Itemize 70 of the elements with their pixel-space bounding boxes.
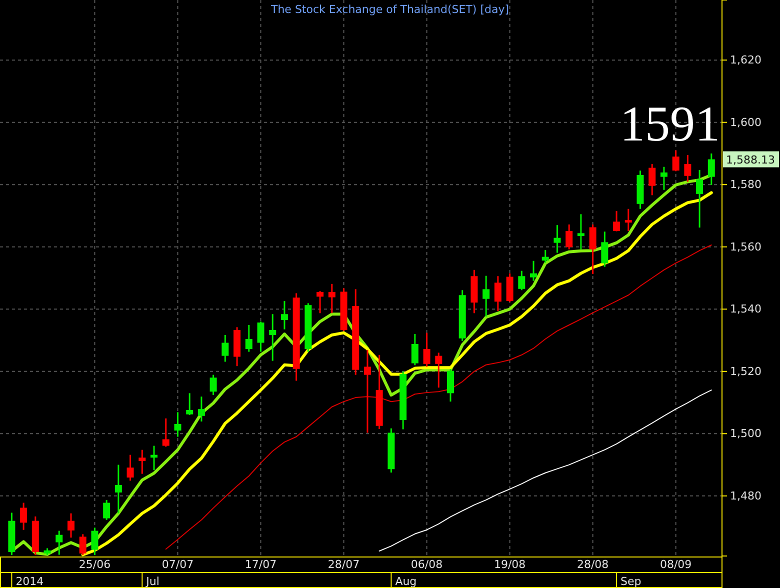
y-tick-label: 1,520 (730, 364, 762, 378)
candlestick (67, 512, 74, 538)
text: Aug (395, 575, 417, 588)
candlestick (435, 352, 442, 388)
candlestick (648, 163, 656, 196)
candlestick (660, 166, 668, 191)
candlestick (114, 464, 122, 514)
candlestick (280, 300, 288, 330)
x-tick-label: 19/08 (494, 558, 526, 571)
candlestick (601, 230, 608, 268)
candlestick (316, 290, 324, 314)
y-tick-label: 1,580 (730, 178, 762, 192)
candlestick (672, 150, 680, 172)
candlestick (708, 152, 715, 186)
candlestick (91, 526, 98, 556)
candlestick (577, 213, 584, 250)
candlestick (446, 368, 454, 402)
candlestick (269, 313, 276, 362)
x-tick-label: 25/06 (78, 558, 111, 571)
text: Sep (620, 575, 642, 588)
y-tick-label: 1,500 (730, 427, 762, 440)
candlestick (56, 530, 63, 556)
y-tick-label: 1,540 (730, 302, 762, 316)
candlestick (126, 454, 134, 482)
candlestick (162, 418, 170, 448)
candlestick (530, 260, 538, 282)
line-series (378, 390, 712, 552)
candlestick (624, 208, 632, 232)
candlestick (423, 332, 430, 368)
candlestick (150, 445, 158, 471)
candlestick (589, 224, 596, 275)
text: Jul (145, 575, 160, 588)
line-series (165, 244, 712, 550)
candlestick (411, 333, 418, 366)
y-tick-label: 1,480 (730, 489, 762, 502)
candlestick (245, 324, 252, 353)
candlestick (328, 283, 336, 314)
candlestick (482, 275, 490, 318)
x-tick-label: 06/08 (410, 558, 443, 571)
candlestick (138, 449, 146, 475)
candlestick (103, 499, 110, 521)
candlestick (210, 374, 217, 396)
candlestick (613, 210, 620, 232)
candlestick (566, 224, 573, 250)
candlestick (684, 154, 692, 183)
candlestick (518, 270, 526, 291)
x-tick-label: 08/09 (660, 558, 692, 571)
annotation: 1591 (620, 95, 720, 152)
candlestick (542, 249, 549, 264)
x-tick-label: 28/08 (576, 558, 609, 571)
candlestick (554, 224, 561, 254)
candlestick (174, 411, 182, 438)
candlestick (257, 320, 264, 353)
candlestick (20, 502, 28, 531)
candlestick (198, 396, 205, 422)
candlestick (364, 349, 371, 434)
x-tick-label: 07/07 (162, 558, 194, 571)
x-tick-label: 17/07 (244, 558, 277, 571)
y-tick-label: 1,560 (730, 240, 762, 254)
candlestick (494, 275, 502, 312)
candlestick (79, 533, 86, 556)
candlestick (222, 334, 229, 362)
candlestick (186, 392, 194, 416)
y-tick-label: 1,600 (730, 116, 762, 129)
text: 2014 (16, 575, 44, 588)
candlestick (696, 169, 704, 228)
y-tick-label: 1,620 (730, 54, 762, 67)
text: 1,588.13 (726, 153, 775, 166)
chart-title: The Stock Exchange of Thailand(SET) [day] (270, 3, 510, 16)
x-tick-label: 28/07 (328, 558, 360, 571)
